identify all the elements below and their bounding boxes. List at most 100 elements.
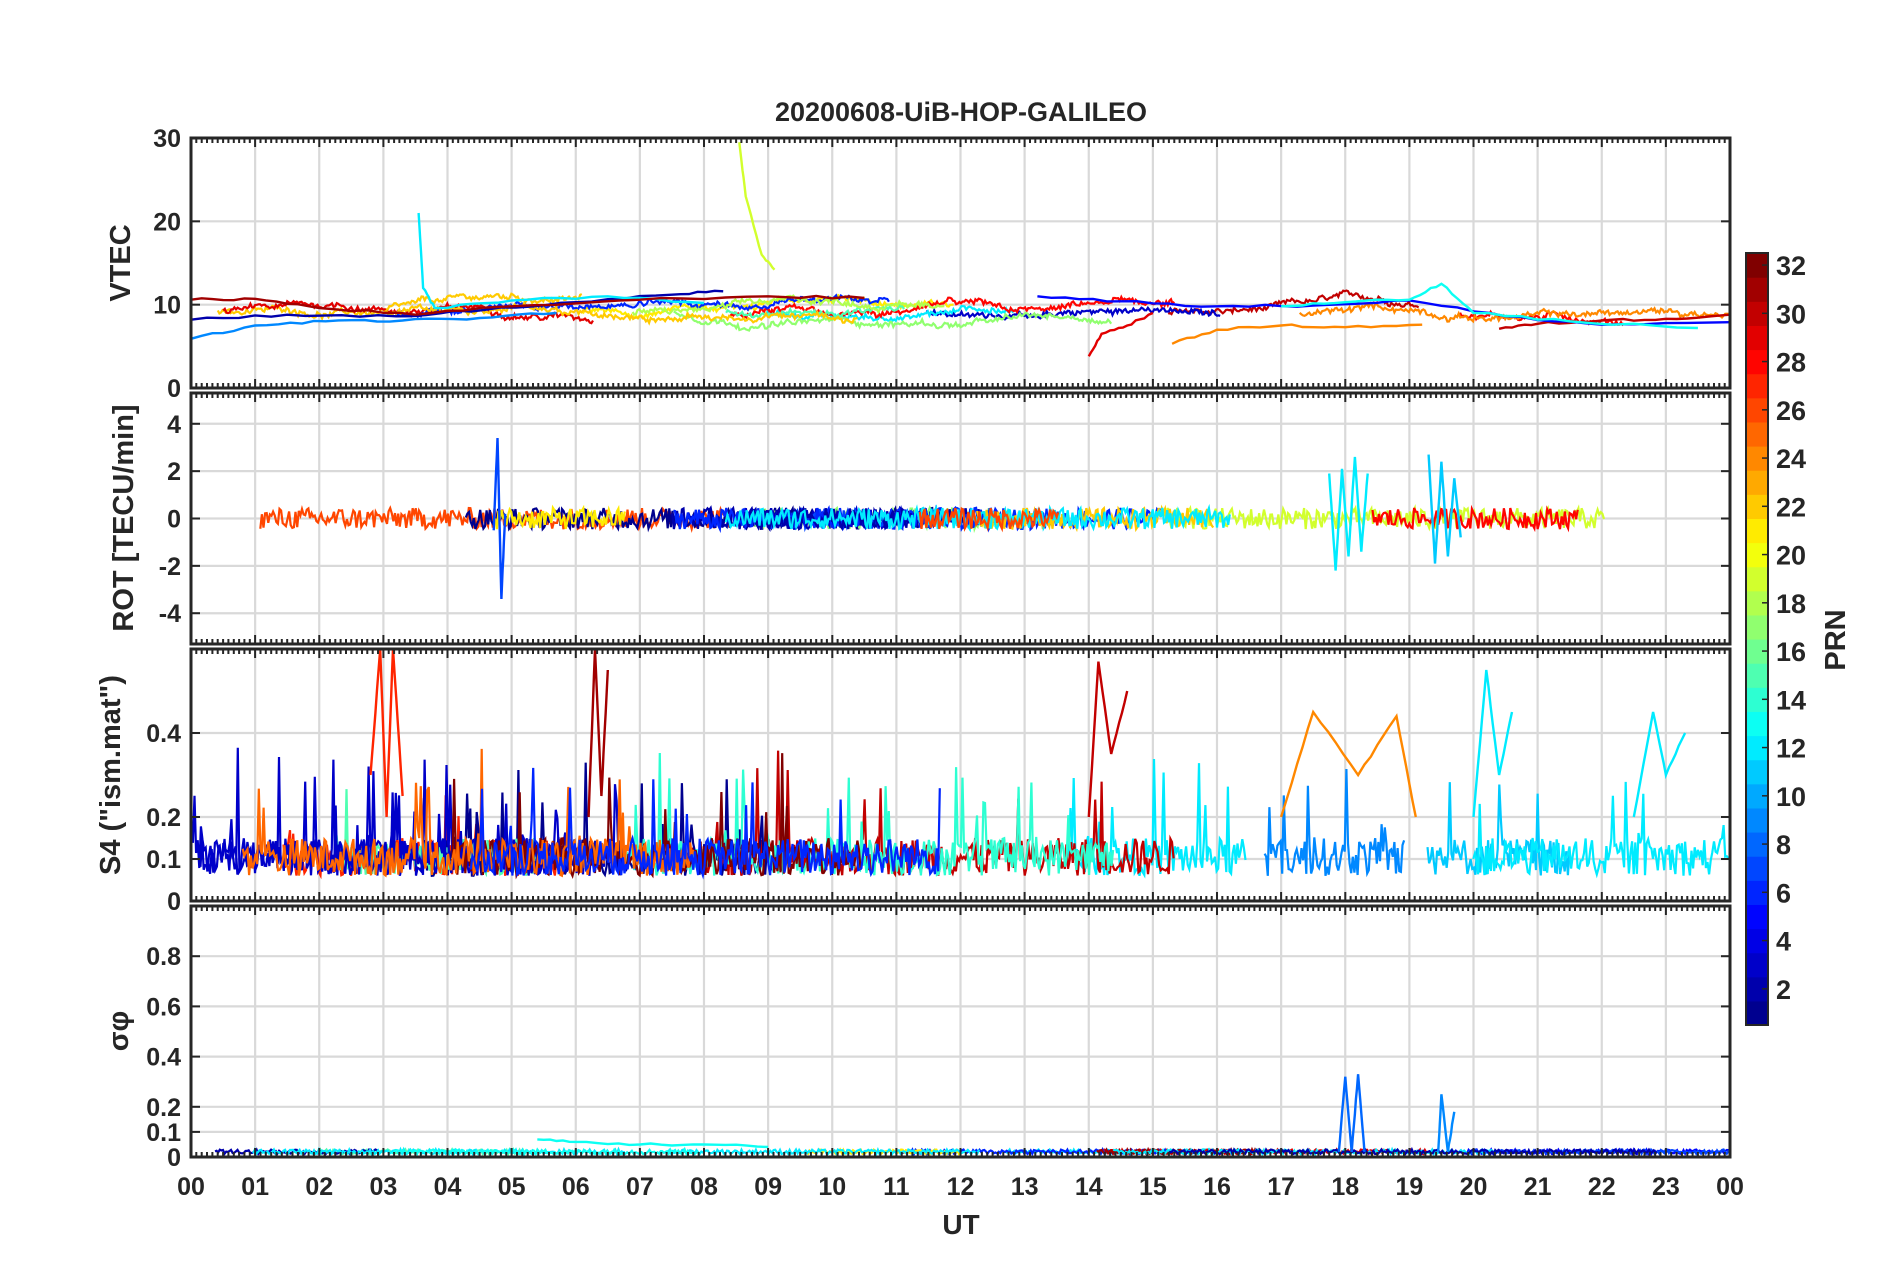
colorbar-tick-label: 28 xyxy=(1776,348,1806,378)
y-tick-label: 0.2 xyxy=(146,804,181,832)
trace-prn-12 xyxy=(666,1146,981,1157)
x-tick-label: 02 xyxy=(305,1173,333,1201)
colorbar-band xyxy=(1746,277,1768,302)
y-tick-label: 30 xyxy=(153,125,181,153)
x-axis-label: UT xyxy=(942,1209,979,1240)
y-tick-label: 20 xyxy=(153,208,181,236)
colorbar-band xyxy=(1746,470,1768,495)
trace-prn-28 xyxy=(1371,504,1579,533)
panel-traces xyxy=(259,437,1606,600)
colorbar-band xyxy=(1746,976,1768,1002)
colorbar-tick-label: 8 xyxy=(1776,830,1791,860)
colorbar-band xyxy=(1746,301,1768,326)
colorbar-tick-label: 26 xyxy=(1776,396,1806,426)
x-ticks xyxy=(190,393,1731,644)
series-prn-31 xyxy=(587,649,609,818)
trace-prn-2 xyxy=(1167,1146,1658,1157)
colorbar-band xyxy=(1746,687,1768,712)
x-tick-label: 14 xyxy=(1075,1173,1103,1201)
trace-prn-21 xyxy=(494,504,626,530)
series-prn-24 xyxy=(1279,709,1417,818)
trace-prn-26 xyxy=(918,506,1060,533)
colorbar-band xyxy=(1746,397,1768,423)
x-tick-label: 00 xyxy=(177,1173,205,1201)
y-axis-label: σφ xyxy=(103,1011,135,1052)
series-prn-24 xyxy=(1171,323,1423,345)
x-tick-label: 10 xyxy=(818,1173,846,1201)
x-tick-label: 05 xyxy=(498,1173,526,1201)
colorbar-band xyxy=(1746,759,1768,785)
panel-traces xyxy=(191,142,1730,357)
colorbar-tick-label: 30 xyxy=(1776,299,1806,329)
colorbar-tick-label: 4 xyxy=(1776,927,1791,957)
colorbar-band xyxy=(1746,663,1768,688)
x-tick-label: 21 xyxy=(1524,1173,1552,1201)
trace-prn-12 xyxy=(762,304,1018,323)
colorbar-tick-label: 6 xyxy=(1776,878,1791,908)
y-tick-label: 0.6 xyxy=(146,993,181,1021)
x-tick-label: 13 xyxy=(1011,1173,1039,1201)
colorbar-band xyxy=(1746,735,1768,761)
series-prn-12 xyxy=(1328,456,1369,571)
y-tick-label: 0.1 xyxy=(146,846,181,874)
series-prn-11 xyxy=(1427,454,1462,564)
trace-prn-12 xyxy=(1472,781,1730,879)
series-prn-13 xyxy=(537,1138,769,1149)
colorbar-band xyxy=(1746,253,1768,278)
colorbar-band xyxy=(1746,566,1768,592)
y-axis-label: VTEC xyxy=(105,224,137,301)
colorbar-tick-label: 20 xyxy=(1776,541,1806,571)
colorbar-band xyxy=(1746,1000,1768,1026)
trace-prn-19 xyxy=(1161,503,1606,532)
y-tick-label: 0.8 xyxy=(146,943,181,971)
y-tick-label: 10 xyxy=(153,292,181,320)
x-tick-label: 22 xyxy=(1588,1173,1616,1201)
colorbar-band xyxy=(1746,904,1768,930)
trace-prn-21 xyxy=(581,293,954,321)
y-tick-label: -2 xyxy=(159,553,181,581)
panel-1: 0 10 20 30 VTEC xyxy=(105,125,1732,403)
x-tick-label: 12 xyxy=(947,1173,975,1201)
trace-prn-2 xyxy=(214,1147,380,1157)
colorbar-band xyxy=(1746,783,1768,809)
series-prn-9 xyxy=(1437,1094,1456,1153)
series-prn-12 xyxy=(1472,669,1514,818)
x-tick-label: 09 xyxy=(754,1173,782,1201)
series-prn-12 xyxy=(417,212,705,310)
colorbar-band xyxy=(1746,832,1768,857)
colorbar-band xyxy=(1746,421,1768,447)
x-tick-label: 20 xyxy=(1460,1173,1488,1201)
colorbar-band xyxy=(1746,880,1768,905)
panel-3: 0 0.1 0.2 0.4 S4 ("ism.mat") xyxy=(95,647,1732,916)
colorbar-band xyxy=(1746,542,1768,568)
y-tick-label: -4 xyxy=(159,600,181,628)
series-prn-7 xyxy=(492,437,507,600)
y-tick-label: 0.2 xyxy=(146,1094,181,1122)
series-prn-29 xyxy=(1087,311,1154,357)
y-tick-label: 0 xyxy=(167,506,181,534)
colorbar-band xyxy=(1746,614,1768,640)
y-tick-label: 0 xyxy=(167,375,181,403)
x-tick-label: 19 xyxy=(1395,1173,1423,1201)
y-axis-label: S4 ("ism.mat") xyxy=(95,675,127,875)
y-tick-label: 0.4 xyxy=(146,1044,181,1072)
series-prn-12b xyxy=(1632,711,1687,818)
x-tick-label: 23 xyxy=(1652,1173,1680,1201)
colorbar-tick-label: 14 xyxy=(1776,685,1806,715)
series-prn-19 xyxy=(738,142,776,271)
colorbar-tick-label: 12 xyxy=(1776,734,1806,764)
colorbar-band xyxy=(1746,952,1768,978)
x-tick-label: 03 xyxy=(369,1173,397,1201)
panel-2: -4 -2 0 2 4 ROT [TECU/min] xyxy=(108,391,1732,646)
y-tick-label: 0.1 xyxy=(146,1119,181,1147)
colorbar-band xyxy=(1746,590,1768,616)
x-tick-label: 15 xyxy=(1139,1173,1167,1201)
panel-4: 00.10.2 0.4 0.6 0.8 σφ xyxy=(103,904,1732,1172)
x-tick-label: 06 xyxy=(562,1173,590,1201)
series-prn-2 xyxy=(191,289,724,321)
colorbar-label: PRN xyxy=(1820,609,1852,670)
colorbar-band xyxy=(1746,856,1768,881)
colorbar-tick-label: 18 xyxy=(1776,589,1806,619)
